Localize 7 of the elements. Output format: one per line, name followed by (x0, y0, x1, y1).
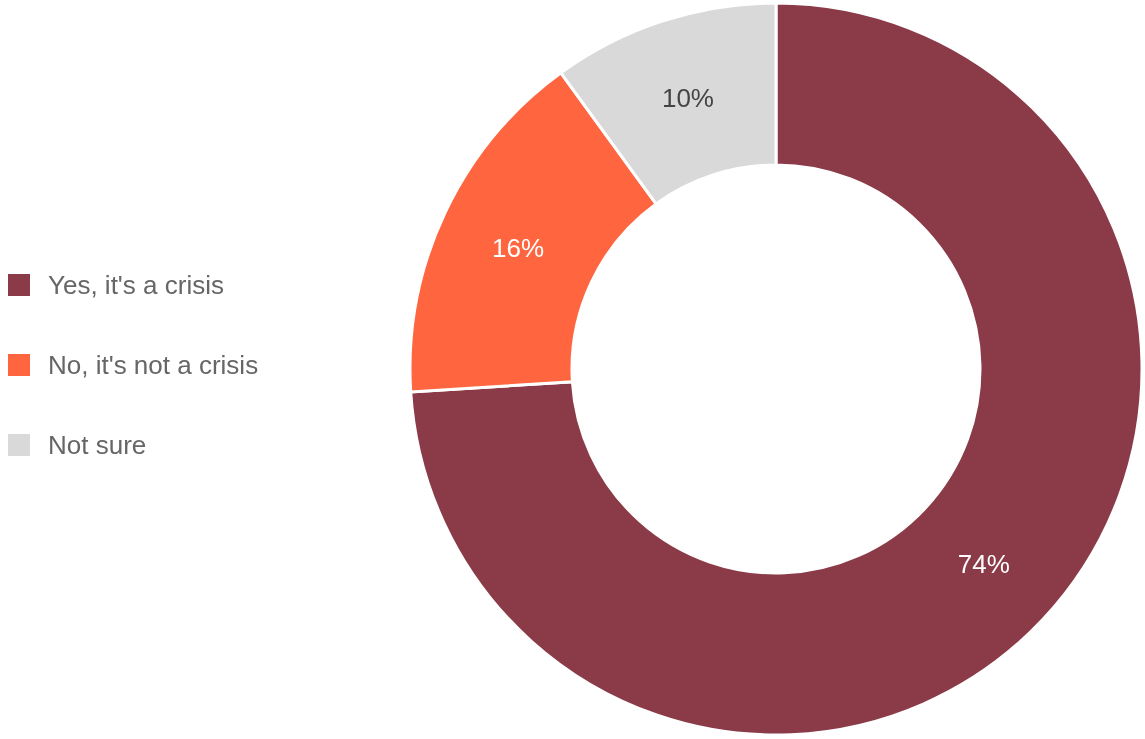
legend-label: Not sure (48, 430, 147, 460)
data-label: 10% (661, 82, 714, 113)
legend-label: Yes, it's a crisis (48, 270, 224, 300)
legend-label: No, it's not a crisis (48, 350, 259, 380)
donut-slice (409, 1, 1144, 737)
data-label: 74% (957, 549, 1010, 580)
data-label: 16% (492, 232, 545, 263)
